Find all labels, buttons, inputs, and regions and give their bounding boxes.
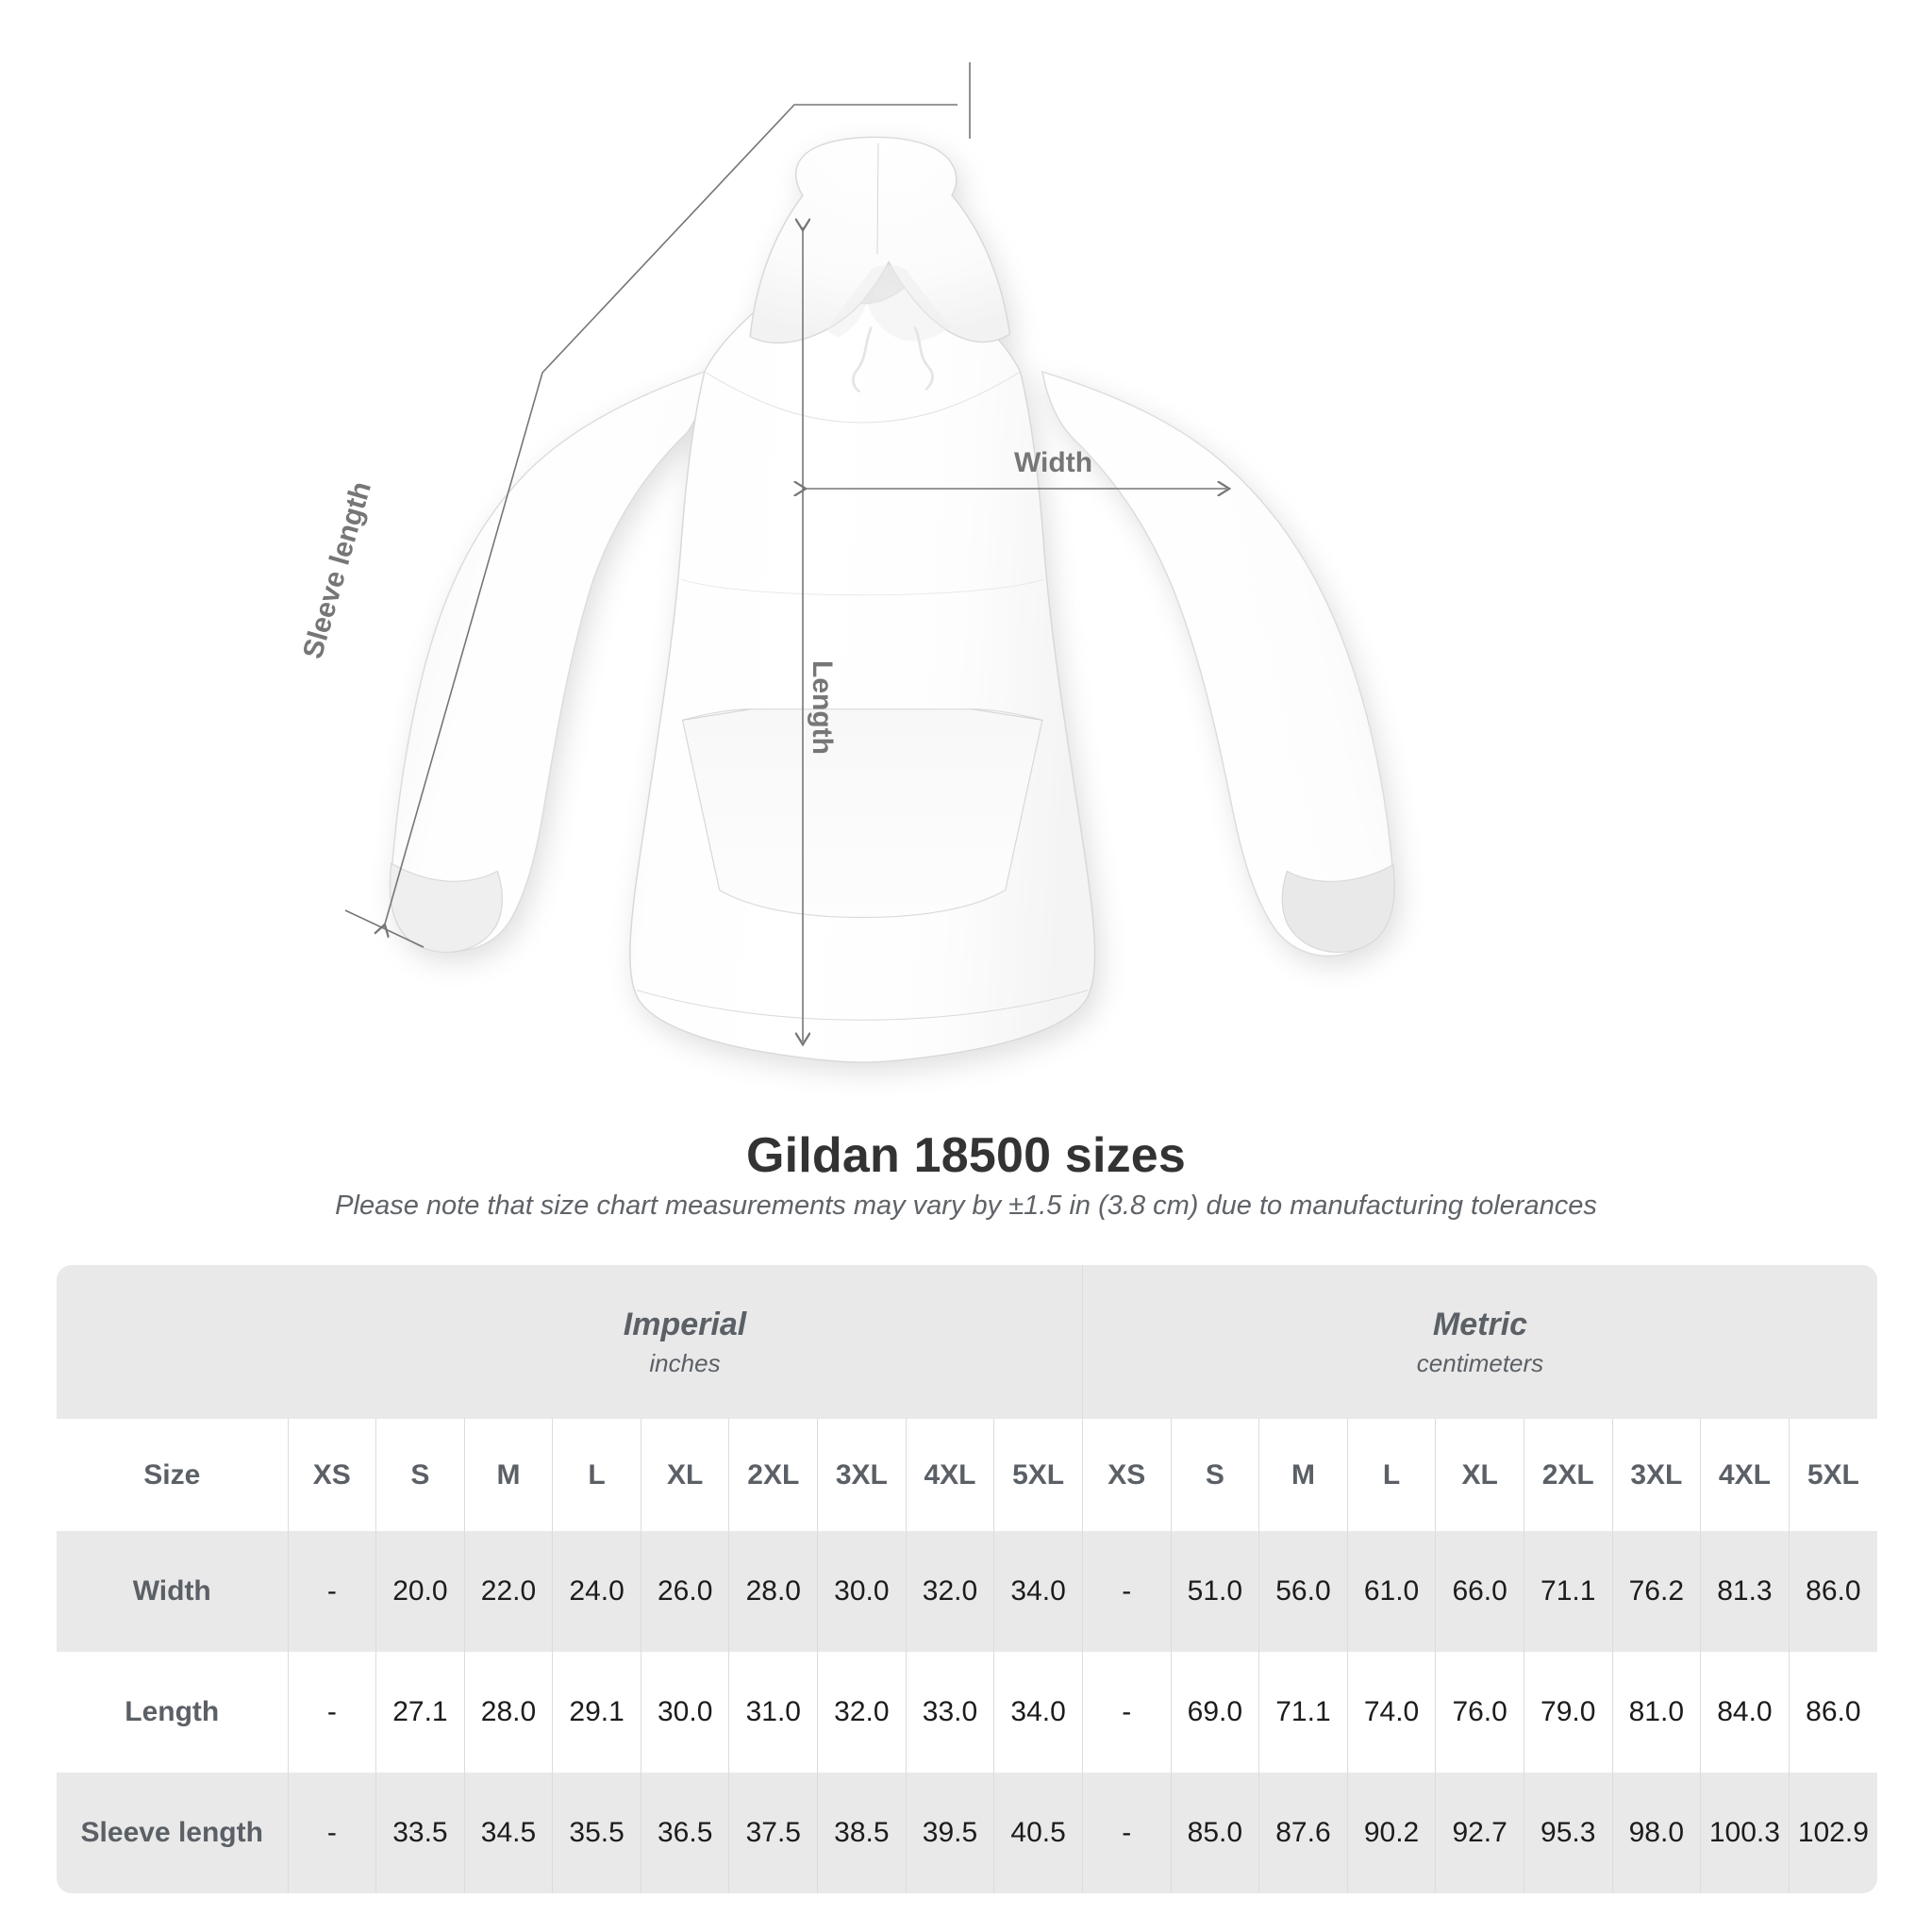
svg-text:Sleeve length: Sleeve length xyxy=(297,478,377,662)
svg-text:Width: Width xyxy=(1014,447,1092,478)
svg-text:Length: Length xyxy=(807,660,838,755)
